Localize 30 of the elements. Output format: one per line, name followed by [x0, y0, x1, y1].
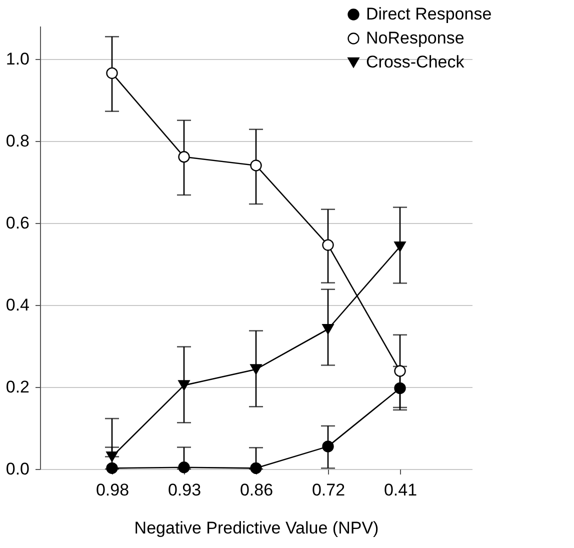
point	[250, 364, 262, 374]
point	[250, 160, 262, 172]
point	[250, 462, 262, 474]
point	[394, 365, 406, 377]
x-tick-label: 0.93	[168, 480, 202, 500]
point	[178, 380, 190, 390]
point	[394, 242, 406, 252]
point	[106, 67, 118, 80]
legend-label: Direct Response	[366, 4, 492, 24]
x-tick-label: 0.98	[96, 480, 130, 500]
point	[322, 239, 334, 251]
x-tick-label: 0.86	[240, 480, 274, 500]
x-tick-label: 0.41	[384, 480, 418, 500]
point	[394, 382, 406, 394]
point	[322, 324, 334, 334]
y-tick-label: 0.2	[6, 377, 30, 396]
y-tick-label: 0.8	[6, 131, 30, 150]
y-tick-label: 0.4	[6, 295, 30, 314]
y-tick-label: 1.0	[6, 49, 30, 68]
point	[178, 462, 190, 474]
point	[106, 452, 118, 462]
point	[178, 151, 190, 163]
y-tick-label: 0.0	[6, 460, 30, 478]
legend-label: Cross-Check	[366, 52, 465, 72]
legend-label: NoResponse	[366, 28, 464, 48]
y-tick-label: 0.6	[6, 213, 30, 232]
point	[322, 440, 334, 452]
point	[106, 462, 118, 474]
x-axis-title: Negative Predictive Value (NPV)	[134, 518, 379, 538]
x-tick-label: 0.72	[312, 480, 346, 500]
